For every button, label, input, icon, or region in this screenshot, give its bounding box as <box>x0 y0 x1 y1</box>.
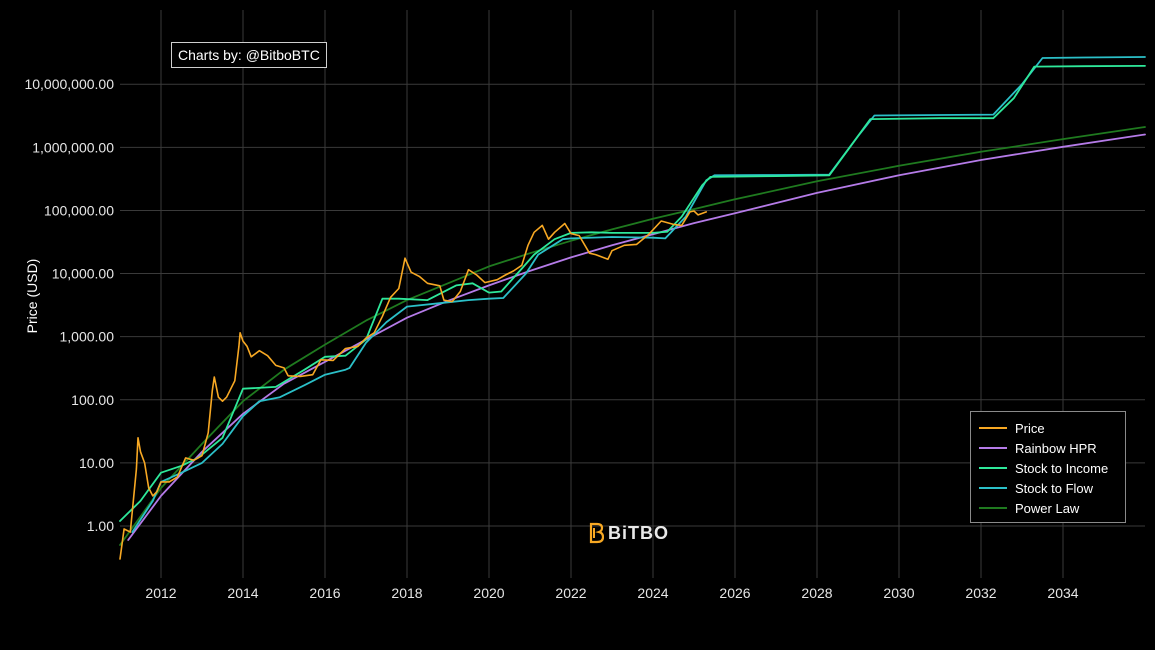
legend-item-rainbow-hpr[interactable]: Rainbow HPR <box>979 438 1125 458</box>
y-axis-ticks: 1.00 10.00 100.00 1,000.00 10,000.00 100,000.… <box>24 76 114 534</box>
legend-item-stock-to-flow[interactable]: Stock to Flow <box>979 478 1125 498</box>
x-tick-label: 2032 <box>965 585 996 601</box>
legend-swatch <box>979 427 1007 429</box>
legend-item-power-law[interactable]: Power Law <box>979 498 1125 518</box>
x-tick-label: 2022 <box>555 585 586 601</box>
legend-item-stock-to-income[interactable]: Stock to Income <box>979 458 1125 478</box>
series-layer <box>119 56 1146 560</box>
legend-label: Price <box>1015 420 1045 436</box>
legend: Price Rainbow HPR Stock to Income Stock to … <box>970 411 1126 523</box>
brand-logo: BiTBO <box>588 522 669 544</box>
x-tick-label: 2018 <box>391 585 422 601</box>
y-tick-label: 10,000.00 <box>52 266 114 282</box>
bitbo-logo-icon <box>589 522 604 544</box>
brand-name: BiTBO <box>608 522 669 543</box>
y-tick-label: 1.00 <box>87 518 114 534</box>
series-line-price <box>119 210 708 560</box>
x-axis-ticks: 2012 2014 2016 2018 2020 2022 2024 2026 2028 2030… <box>145 585 1078 601</box>
legend-label: Power Law <box>1015 500 1080 516</box>
credit-label: Charts by: @BitboBTC <box>171 42 327 68</box>
x-tick-label: 2014 <box>227 585 258 601</box>
x-tick-label: 2026 <box>719 585 750 601</box>
legend-swatch <box>979 447 1007 449</box>
legend-label: Rainbow HPR <box>1015 440 1097 456</box>
y-tick-label: 100,000.00 <box>44 202 114 218</box>
y-tick-label: 10,000,000.00 <box>24 76 114 92</box>
legend-label: Stock to Flow <box>1015 480 1094 496</box>
y-tick-label: 10.00 <box>79 455 114 471</box>
legend-label: Stock to Income <box>1015 460 1109 476</box>
y-axis-title: Price (USD) <box>24 259 40 334</box>
x-tick-label: 2016 <box>309 585 340 601</box>
x-tick-label: 2020 <box>473 585 504 601</box>
y-tick-label: 100.00 <box>71 392 114 408</box>
x-tick-label: 2034 <box>1047 585 1078 601</box>
grid <box>120 10 1145 578</box>
series-line-stock-to-income <box>119 65 1146 522</box>
legend-item-price[interactable]: Price <box>979 418 1125 438</box>
legend-swatch <box>979 467 1007 469</box>
legend-swatch <box>979 507 1007 509</box>
x-tick-label: 2024 <box>637 585 668 601</box>
x-tick-label: 2030 <box>883 585 914 601</box>
y-tick-label: 1,000,000.00 <box>32 139 114 155</box>
y-tick-label: 1,000.00 <box>60 329 115 345</box>
x-tick-label: 2028 <box>801 585 832 601</box>
x-tick-label: 2012 <box>145 585 176 601</box>
legend-swatch <box>979 487 1007 489</box>
series-line-power-law <box>119 126 1146 546</box>
